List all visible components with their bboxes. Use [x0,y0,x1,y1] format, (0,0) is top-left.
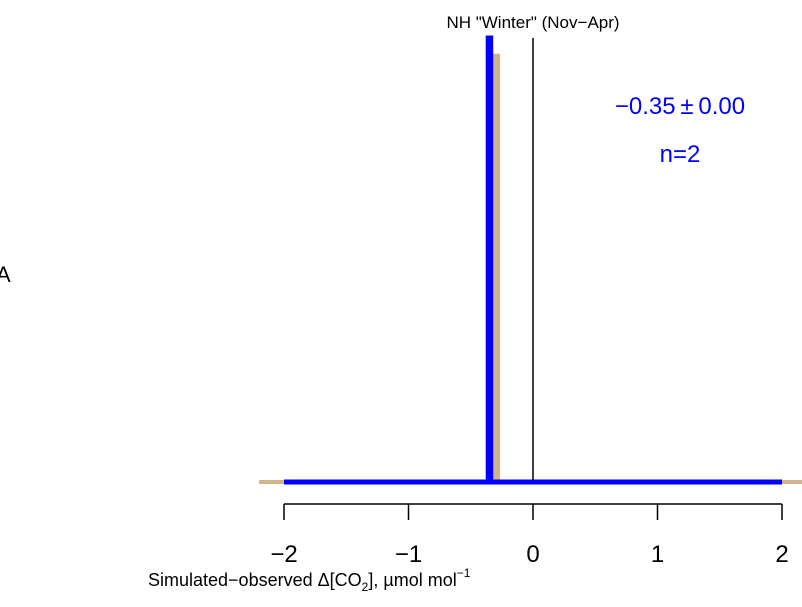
x-axis-label-subscript: 2 [362,580,369,594]
x-tick-label: −1 [395,541,422,568]
mean-sd-annotation: −0.35 ± 0.00 [615,93,745,120]
series-layer [259,35,802,485]
left-edge-label: A [0,262,11,287]
density-line-2 [284,35,782,485]
x-axis-label-superscript: −1 [457,566,471,580]
x-tick-label: 1 [651,541,664,568]
x-axis: −2 −1 0 1 2 [270,503,789,568]
count-annotation: n=2 [660,141,701,168]
x-axis-label-units: ], µmol mol [368,570,456,590]
chart-title: NH "Winter" (Nov−Apr) [446,13,619,32]
x-tick-label: −2 [270,541,297,568]
x-tick-label: 0 [526,541,539,568]
x-axis-label-main: Simulated−observed Δ[CO [148,570,362,590]
x-axis-label: Simulated−observed Δ[CO2], µmol mol−1 [148,566,471,594]
x-tick-label: 2 [775,541,788,568]
